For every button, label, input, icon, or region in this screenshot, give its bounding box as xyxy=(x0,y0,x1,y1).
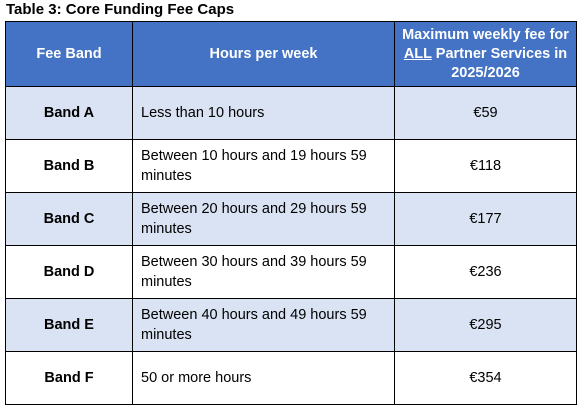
table-row-band-e: Band E Between 40 hours and 49 hours 59 … xyxy=(5,298,577,352)
header-max-fee-text-1: Maximum weekly fee for xyxy=(402,26,569,43)
table-header-row: Fee Band Hours per week Maximum weekly f… xyxy=(5,21,577,87)
header-maximum-weekly-fee: Maximum weekly fee for ALL Partner Servic… xyxy=(394,21,577,87)
fee-band-cell: Band E xyxy=(5,298,133,352)
max-fee-cell: €118 xyxy=(394,139,577,193)
max-fee-cell: €295 xyxy=(394,298,577,352)
fee-band-cell: Band D xyxy=(5,245,133,299)
max-fee-cell: €59 xyxy=(394,86,577,140)
header-max-fee-all: ALL xyxy=(403,45,432,62)
max-fee-cell: €354 xyxy=(394,351,577,405)
fee-band-cell: Band A xyxy=(5,86,133,140)
table-row-band-a: Band A Less than 10 hours €59 xyxy=(5,86,577,140)
table-row-band-f: Band F 50 or more hours €354 xyxy=(5,351,577,405)
table-row-band-c: Band C Between 20 hours and 29 hours 59 … xyxy=(5,192,577,246)
fee-band-cell: Band B xyxy=(5,139,133,193)
fee-caps-table: Fee Band Hours per week Maximum weekly f… xyxy=(5,21,577,405)
hours-cell: Between 40 hours and 49 hours 59 minutes xyxy=(132,298,395,352)
header-max-fee-text-2: Partner Services in 2025/2026 xyxy=(435,45,568,81)
max-fee-cell: €177 xyxy=(394,192,577,246)
max-fee-cell: €236 xyxy=(394,245,577,299)
table-row-band-d: Band D Between 30 hours and 39 hours 59 … xyxy=(5,245,577,299)
fee-band-cell: Band F xyxy=(5,351,133,405)
hours-cell: Between 20 hours and 29 hours 59 minutes xyxy=(132,192,395,246)
hours-cell: Between 10 hours and 19 hours 59 minutes xyxy=(132,139,395,193)
table-row-band-b: Band B Between 10 hours and 19 hours 59 … xyxy=(5,139,577,193)
hours-cell: 50 or more hours xyxy=(132,351,395,405)
header-fee-band: Fee Band xyxy=(5,21,133,87)
table-caption: Table 3: Core Funding Fee Caps xyxy=(6,1,235,18)
hours-cell: Between 30 hours and 39 hours 59 minutes xyxy=(132,245,395,299)
hours-cell: Less than 10 hours xyxy=(132,86,395,140)
header-hours-per-week: Hours per week xyxy=(132,21,395,87)
fee-band-cell: Band C xyxy=(5,192,133,246)
